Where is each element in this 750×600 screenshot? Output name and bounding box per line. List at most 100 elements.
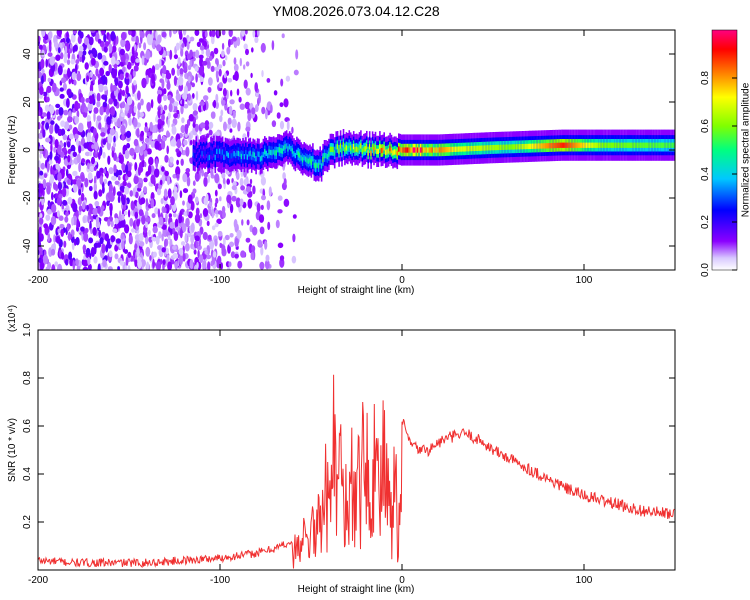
noise-speckle (103, 46, 108, 53)
signal-band-cell (668, 142, 671, 148)
noise-speckle (222, 87, 227, 97)
signal-band-cell (234, 152, 237, 158)
noise-speckle (192, 180, 196, 186)
signal-band-cell (208, 154, 211, 161)
noise-speckle (249, 178, 253, 185)
noise-speckle (110, 30, 116, 42)
noise-speckle (266, 78, 271, 83)
noise-speckle (125, 72, 129, 78)
signal-band-cell (261, 155, 263, 161)
noise-speckle (179, 190, 183, 199)
noise-speckle (146, 131, 151, 137)
noise-speckle (42, 147, 46, 157)
signal-band-cell (584, 142, 586, 148)
signal-band-cell (494, 144, 496, 151)
noise-speckle (93, 111, 96, 122)
noise-speckle (145, 246, 151, 257)
signal-band-cell (536, 143, 538, 149)
noise-speckle (113, 63, 118, 70)
noise-speckle (138, 166, 141, 176)
noise-speckle (250, 251, 255, 261)
noise-speckle (50, 143, 53, 153)
noise-speckle (221, 50, 225, 58)
signal-band-cell (649, 142, 652, 148)
noise-speckle (82, 266, 89, 270)
noise-speckle (177, 76, 184, 86)
noise-speckle (126, 170, 132, 178)
noise-speckle (172, 173, 177, 179)
signal-band-cell (339, 143, 342, 149)
noise-speckle (161, 174, 166, 185)
noise-speckle (47, 232, 51, 242)
noise-speckle (243, 178, 248, 186)
noise-speckle (131, 46, 135, 56)
noise-speckle (215, 93, 219, 104)
noise-speckle (217, 64, 223, 69)
signal-band-cell (636, 142, 639, 148)
noise-speckle (150, 174, 156, 184)
noise-speckle (120, 233, 124, 240)
signal-band-cell (233, 151, 236, 157)
noise-speckle (199, 254, 204, 263)
signal-band-cell (205, 148, 208, 155)
noise-speckle (211, 225, 216, 231)
noise-speckle (277, 242, 284, 249)
noise-speckle (199, 213, 203, 219)
noise-speckle (167, 188, 172, 199)
noise-speckle (231, 185, 237, 191)
noise-speckle (53, 41, 59, 49)
noise-speckle (41, 68, 45, 74)
noise-speckle (231, 195, 237, 202)
signal-band-cell (616, 142, 618, 148)
noise-speckle (215, 58, 219, 65)
noise-speckle (124, 224, 130, 234)
signal-band-cell (198, 152, 201, 158)
noise-speckle (94, 134, 98, 143)
noise-speckle (171, 67, 176, 76)
signal-band-cell (384, 149, 387, 155)
signal-band-cell (329, 146, 332, 152)
noise-speckle (65, 37, 70, 44)
noise-speckle (226, 178, 230, 185)
noise-speckle (72, 170, 78, 177)
noise-speckle (208, 129, 213, 136)
signal-band-cell (523, 143, 525, 150)
noise-speckle (165, 247, 169, 255)
noise-speckle (213, 47, 219, 55)
signal-band-cell (459, 146, 461, 152)
noise-speckle (228, 30, 233, 37)
noise-speckle (218, 68, 222, 77)
noise-speckle (129, 74, 132, 84)
noise-speckle (132, 85, 136, 94)
signal-band-cell (539, 143, 541, 149)
noise-speckle (135, 58, 140, 63)
noise-speckle (46, 85, 52, 93)
signal-band-cell (379, 144, 381, 150)
signal-band-cell (197, 155, 199, 161)
signal-band-cell (278, 147, 281, 153)
noise-speckle (57, 228, 62, 234)
signal-band-cell (581, 142, 584, 148)
signal-band-cell (280, 147, 282, 154)
noise-speckle (38, 111, 41, 117)
noise-speckle (114, 217, 119, 225)
signal-band-cell (326, 153, 329, 160)
signal-band-cell (526, 143, 528, 150)
colorbar-tick-label: 0.0 (700, 263, 711, 277)
signal-band-cell (603, 142, 605, 148)
signal-band-cell (552, 142, 554, 149)
noise-speckle (181, 98, 185, 107)
signal-band-cell (393, 149, 396, 155)
noise-speckle (72, 202, 78, 213)
noise-speckle (120, 31, 127, 41)
noise-speckle (88, 185, 93, 192)
signal-band-cell (489, 145, 492, 151)
noise-speckle (40, 258, 44, 263)
noise-speckle (168, 103, 173, 113)
signal-band-cell (568, 142, 570, 148)
noise-speckle (261, 106, 266, 115)
noise-speckle (117, 169, 123, 176)
noise-speckle (110, 235, 115, 243)
noise-speckle (151, 236, 157, 242)
